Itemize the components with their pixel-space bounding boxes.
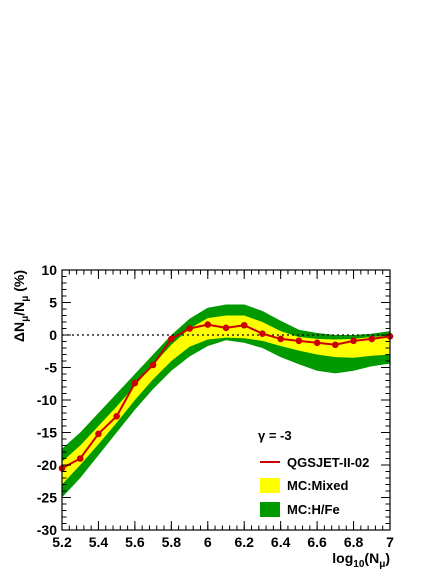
- y-tick-label: -15: [37, 425, 57, 441]
- x-tick-label: 6: [204, 534, 212, 550]
- x-axis-title-part: (N: [364, 550, 379, 566]
- x-tick-label: 6.6: [307, 534, 327, 550]
- data-point: [277, 335, 284, 343]
- gamma-annotation: γ = -3: [258, 428, 292, 443]
- x-tick-label: 5.8: [162, 534, 182, 550]
- y-axis-title-sub: μ: [20, 296, 31, 302]
- data-point: [186, 325, 193, 332]
- data-point: [204, 321, 212, 328]
- legend-item-mixed: MC:Mixed: [260, 478, 348, 493]
- x-tick-label: 5.6: [125, 534, 145, 550]
- x-axis-title: log10(Nμ): [332, 550, 390, 570]
- ticks-layer: [61, 269, 391, 531]
- series-layer: [58, 321, 394, 472]
- data-point: [76, 455, 84, 462]
- legend-swatch-mixed: [260, 478, 280, 493]
- data-point: [240, 321, 248, 329]
- x-tick-label: 6.2: [234, 534, 254, 550]
- data-point: [222, 324, 230, 332]
- y-tick-label: -10: [37, 392, 57, 408]
- data-point: [350, 337, 357, 345]
- data-point: [368, 335, 376, 343]
- y-tick-label: -30: [37, 522, 57, 538]
- legend-label-hfe: MC:H/Fe: [287, 502, 340, 517]
- y-tick-label: -20: [37, 457, 57, 473]
- y-tick-label: -25: [37, 490, 57, 506]
- x-tick-label: 7: [386, 534, 394, 550]
- y-axis-title-part: (%): [11, 270, 27, 296]
- data-point: [131, 379, 139, 387]
- y-tick-label: 10: [41, 262, 57, 278]
- y-axis-title-sub: μ: [20, 316, 31, 322]
- y-axis-title-part: ΔN: [11, 322, 27, 342]
- tick-labels-layer: 5.2 5.4 5.6 5.8 6 6.2 6.4 6.6 6.8 7 10 5 0 -5 -10 -15 -2…: [37, 262, 394, 550]
- bands-layer: [62, 304, 390, 498]
- data-point: [168, 335, 175, 343]
- data-point: [259, 330, 266, 338]
- legend-item-qgsjet: QGSJET-II-02: [260, 455, 369, 470]
- x-tick-label: 6.4: [271, 534, 291, 550]
- legend-item-hfe: MC:H/Fe: [260, 502, 340, 517]
- band-mc-h-fe: [62, 304, 390, 498]
- data-point: [113, 412, 120, 420]
- y-axis-title: ΔNμ/Nμ (%): [11, 270, 31, 342]
- legend-label-qgsjet: QGSJET-II-02: [287, 455, 369, 470]
- x-axis-title-part: log: [332, 550, 353, 566]
- y-axis-title-part: /N: [11, 302, 27, 316]
- x-axis-title-sub: μ: [379, 559, 385, 570]
- x-axis-title-part: ): [385, 550, 390, 566]
- data-point: [95, 430, 102, 438]
- x-tick-label: 5.2: [52, 534, 72, 550]
- y-tick-label: 5: [49, 295, 57, 311]
- x-tick-label: 6.8: [344, 534, 364, 550]
- legend: QGSJET-II-02 MC:Mixed MC:H/Fe: [260, 455, 369, 517]
- y-tick-label: -5: [45, 360, 58, 376]
- y-tick-label: 0: [49, 327, 57, 343]
- data-point: [149, 361, 157, 369]
- x-axis-title-sub: 10: [353, 559, 365, 570]
- legend-swatch-hfe: [260, 502, 280, 517]
- data-point: [332, 341, 339, 349]
- legend-label-mixed: MC:Mixed: [287, 478, 348, 493]
- data-point: [295, 337, 303, 345]
- data-point: [313, 339, 321, 347]
- x-tick-label: 5.4: [89, 534, 109, 550]
- band-mc-mixed: [62, 315, 390, 485]
